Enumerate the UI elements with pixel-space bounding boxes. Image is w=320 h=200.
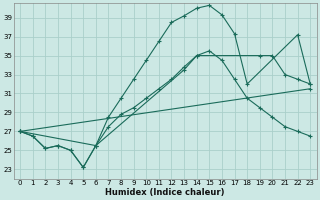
X-axis label: Humidex (Indice chaleur): Humidex (Indice chaleur) xyxy=(106,188,225,197)
